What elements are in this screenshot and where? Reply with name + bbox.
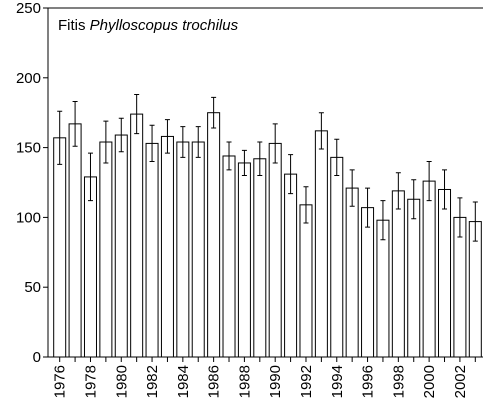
bar: [361, 207, 375, 358]
bar: [268, 142, 282, 358]
chart-title: Fitis Phylloscopus trochilus: [58, 17, 239, 34]
x-tick-label: 1984: [175, 365, 192, 398]
error-bar: [87, 152, 93, 202]
bar: [438, 188, 452, 358]
y-tick-label: 50: [24, 279, 41, 296]
bar: [207, 112, 221, 358]
bar: [176, 141, 190, 358]
x-tick-label: 1978: [82, 365, 99, 398]
error-bar: [103, 120, 109, 164]
bar: [99, 141, 113, 358]
y-tick-label: 150: [16, 140, 41, 157]
error-bar: [164, 119, 170, 154]
error-bar: [149, 124, 155, 163]
error-bar: [395, 172, 401, 210]
x-tick-label: 1988: [236, 365, 253, 398]
error-bar: [442, 169, 448, 210]
bar: [237, 162, 251, 358]
y-tick-label: 200: [16, 70, 41, 87]
error-bar: [134, 94, 140, 135]
error-bar: [380, 200, 386, 241]
bar: [253, 158, 267, 358]
error-bar: [211, 96, 217, 129]
bar: [345, 187, 359, 358]
error-bar: [457, 197, 463, 238]
bar: [83, 176, 97, 358]
bar: [53, 137, 67, 358]
bar: [422, 180, 436, 358]
bar: [130, 113, 144, 358]
error-bar: [365, 187, 371, 228]
x-tick-label: 1996: [360, 365, 377, 398]
title-common: Fitis: [58, 17, 86, 34]
x-tick-label: 1994: [329, 365, 346, 398]
title-species: Phylloscopus trochilus: [90, 17, 239, 34]
error-bar: [180, 126, 186, 158]
error-bar: [272, 123, 278, 164]
error-bar: [288, 154, 294, 195]
bar: [453, 216, 467, 358]
error-bar: [303, 186, 309, 224]
x-tick-label: 1998: [390, 365, 407, 398]
x-tick-label: 1992: [298, 365, 315, 398]
bar: [391, 190, 405, 358]
error-bar: [349, 169, 355, 207]
bar: [468, 221, 482, 358]
bar: [407, 198, 421, 358]
error-bar: [118, 117, 124, 153]
bar: [191, 141, 205, 358]
error-bar: [226, 141, 232, 171]
bar: [284, 173, 298, 358]
bar: [68, 123, 82, 358]
error-bar: [241, 149, 247, 177]
bar: [160, 135, 174, 358]
x-tick-label: 2000: [421, 365, 438, 398]
error-bar: [472, 201, 478, 242]
error-bar: [318, 112, 324, 150]
error-bar: [334, 138, 340, 177]
bar: [314, 130, 328, 358]
error-bar: [257, 141, 263, 177]
x-tick-label: 1982: [144, 365, 161, 398]
x-tick-label: 1986: [206, 365, 223, 398]
bar: [299, 204, 313, 358]
bar: [222, 155, 236, 358]
x-tick-label: 1976: [52, 365, 69, 398]
bar: [330, 156, 344, 358]
bar: [145, 142, 159, 358]
error-bar: [411, 179, 417, 220]
error-bar: [72, 101, 78, 147]
y-tick-label: 250: [16, 0, 41, 17]
bar: [376, 219, 390, 358]
x-tick-label: 1980: [113, 365, 130, 398]
y-tick-label: 0: [33, 349, 41, 366]
error-bar: [426, 161, 432, 202]
y-tick-label: 100: [16, 209, 41, 226]
x-tick-label: 2002: [452, 365, 469, 398]
error-bar: [195, 126, 201, 158]
x-tick-label: 1990: [267, 365, 284, 398]
error-bar: [57, 110, 63, 165]
bar: [114, 134, 128, 358]
